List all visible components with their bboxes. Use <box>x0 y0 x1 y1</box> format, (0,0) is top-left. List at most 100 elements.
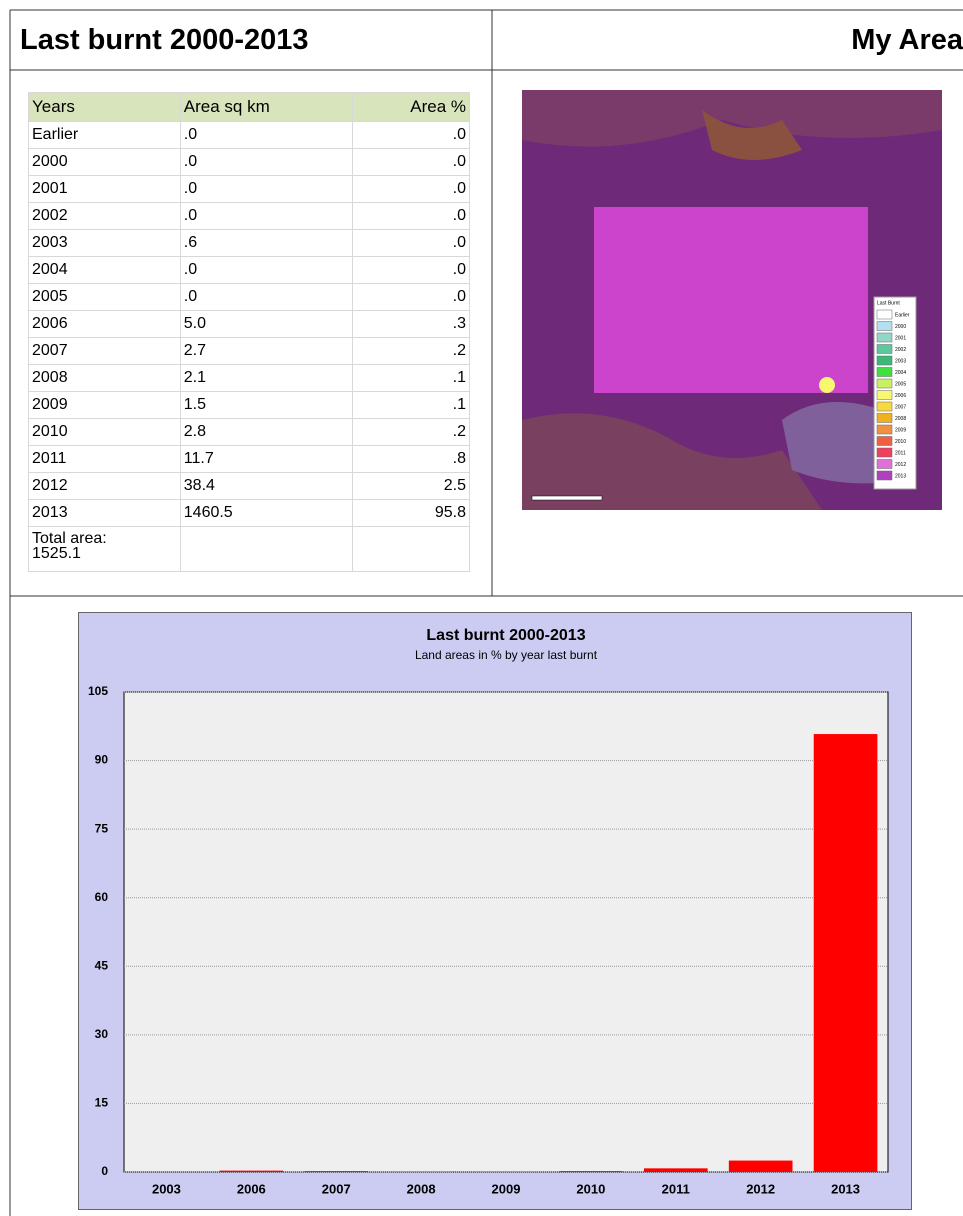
table-cell: .0 <box>179 202 354 230</box>
map-region <box>522 413 822 510</box>
y-tick-label: 75 <box>95 821 109 835</box>
empty-cell <box>179 526 354 572</box>
table-cell: .3 <box>352 310 470 338</box>
map-title: My Area <box>851 24 963 56</box>
legend-swatch <box>876 321 893 331</box>
legend-label: 2006 <box>895 393 906 399</box>
plot-area <box>123 691 889 1173</box>
legend-label: 2005 <box>895 381 906 387</box>
table-cell: 2007 <box>28 337 181 365</box>
y-tick-label: 90 <box>95 753 109 767</box>
x-tick-label: 2003 <box>152 1181 181 1196</box>
table-cell: .0 <box>179 175 354 203</box>
header-row: Years Area sq km Area % <box>28 92 470 122</box>
column-header: Years <box>28 92 181 122</box>
legend-swatch <box>876 470 893 481</box>
legend-label: 2010 <box>895 439 906 445</box>
table-cell: 2009 <box>28 391 181 419</box>
table-cell: 1.5 <box>179 391 354 419</box>
legend-label: Earlier <box>895 312 910 318</box>
table-cell: .0 <box>179 121 354 149</box>
table-cell: 95.8 <box>352 499 470 527</box>
table-row: 2011 11.7.8 <box>28 445 470 473</box>
x-tick-label: 2008 <box>407 1181 436 1196</box>
table-cell: 2010 <box>28 418 181 446</box>
legend-swatch <box>876 378 893 389</box>
bar <box>813 734 878 1172</box>
table-row: 2002.0.0 <box>28 202 470 230</box>
legend-label: 2009 <box>895 427 906 433</box>
table-cell: 2006 <box>28 310 181 338</box>
map-region <box>782 402 902 484</box>
table-cell: .2 <box>352 337 470 365</box>
legend-swatch <box>876 390 893 400</box>
x-tick-label: 2012 <box>746 1181 775 1196</box>
table-row: 2000.0.0 <box>28 148 470 176</box>
legend-swatch <box>876 401 893 412</box>
column-header: Area sq km <box>179 92 354 122</box>
table-cell: .0 <box>352 202 470 230</box>
table-cell: .0 <box>352 148 470 176</box>
legend-label: 2007 <box>895 404 906 410</box>
legend-label: 2012 <box>895 462 906 468</box>
table-cell: 2.7 <box>179 337 354 365</box>
table-row: 2010 2.8.2 <box>28 418 470 446</box>
legend-swatch <box>876 309 893 320</box>
table-cell: 2.5 <box>352 472 470 500</box>
legend-swatch <box>876 355 893 366</box>
total-cell: Total area: 1525.1 <box>28 526 181 572</box>
bar <box>304 1171 369 1172</box>
scale-bar <box>531 495 603 501</box>
table-row: 2006 5.0.3 <box>28 310 470 338</box>
bar <box>728 1160 793 1172</box>
map: Last Burnt Earlier 2000 2001 2002 2003 2004 200… <box>522 90 942 510</box>
table-cell: 2012 <box>28 472 181 500</box>
table-row: 2001.0.0 <box>28 175 470 203</box>
table-cell: 2011 <box>28 445 181 473</box>
legend-label: 2002 <box>895 347 906 353</box>
table-cell: .0 <box>352 256 470 284</box>
legend-label: 2011 <box>895 450 906 456</box>
legend-swatch <box>876 413 893 423</box>
table-cell: Earlier <box>28 121 181 149</box>
x-tick-label: 2011 <box>662 1181 690 1196</box>
table-cell: 2005 <box>28 283 181 311</box>
map-region <box>522 90 942 147</box>
table-cell: .0 <box>352 175 470 203</box>
table-cell: .6 <box>179 229 354 257</box>
x-tick-label: 2010 <box>576 1181 605 1196</box>
table-row: 2009 1.5.1 <box>28 391 470 419</box>
table-row: 2008 2.1.1 <box>28 364 470 392</box>
table-cell: .1 <box>352 391 470 419</box>
table-row: 2003.6.0 <box>28 229 470 257</box>
bar <box>643 1168 708 1172</box>
y-tick-label: 15 <box>95 1096 109 1110</box>
table-cell: .0 <box>352 121 470 149</box>
table-cell: 2001 <box>28 175 181 203</box>
legend-label: 2004 <box>895 370 906 376</box>
y-tick-label: 60 <box>95 890 109 904</box>
x-tick-label: 2013 <box>831 1181 860 1196</box>
x-tick-label: 2009 <box>492 1181 521 1196</box>
table-row: 2012 38.4 2.5 <box>28 472 470 500</box>
table-cell: 2004 <box>28 256 181 284</box>
table-cell: 38.4 <box>179 472 354 500</box>
legend-label: 2001 <box>895 335 906 341</box>
legend-label: 2000 <box>895 324 906 330</box>
table-cell: 2.8 <box>179 418 354 446</box>
empty-cell <box>352 526 470 572</box>
total-row: Total area: 1525.1 <box>28 526 470 572</box>
bar <box>219 1170 284 1172</box>
table-cell: 2.1 <box>179 364 354 392</box>
column-header: Area % <box>352 92 470 122</box>
table-cell: 5.0 <box>179 310 354 338</box>
table-cell: .2 <box>352 418 470 446</box>
legend-label: 2013 <box>895 473 906 479</box>
table-cell: 2008 <box>28 364 181 392</box>
bar <box>559 1171 623 1172</box>
data-table: Years Area sq km Area % Earlier .0.0 2000.0.… <box>28 92 470 572</box>
table-cell: 11.7 <box>179 445 354 473</box>
table-row: 2004.0.0 <box>28 256 470 284</box>
table-cell: 2003 <box>28 229 181 257</box>
